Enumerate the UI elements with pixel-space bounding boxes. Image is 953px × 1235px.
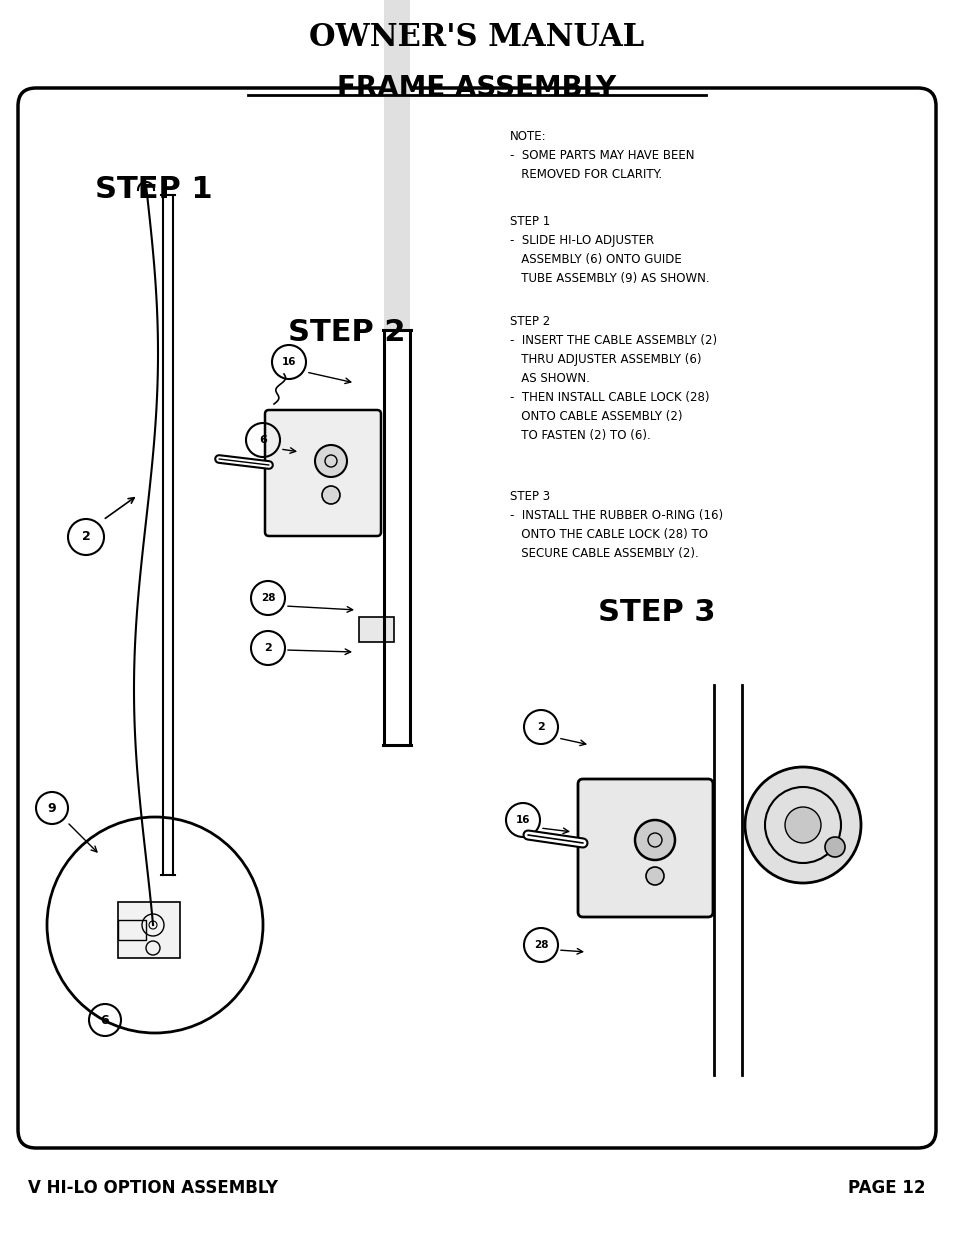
Text: STEP 1
-  SLIDE HI-LO ADJUSTER
   ASSEMBLY (6) ONTO GUIDE
   TUBE ASSEMBLY (9) A: STEP 1 - SLIDE HI-LO ADJUSTER ASSEMBLY (… [510, 215, 709, 285]
Bar [118, 902, 180, 958]
Text: 28: 28 [533, 940, 548, 950]
Text: 16: 16 [281, 357, 296, 367]
Text: PAGE 12: PAGE 12 [847, 1179, 925, 1197]
Text: 2: 2 [82, 531, 91, 543]
Bar [384, 0, 410, 330]
Bar [118, 920, 146, 940]
Text: OWNER'S MANUAL: OWNER'S MANUAL [309, 22, 644, 53]
Text: 6: 6 [259, 435, 267, 445]
Circle shape [645, 867, 663, 885]
Text: STEP 2
-  INSERT THE CABLE ASSEMBLY (2)
   THRU ADJUSTER ASSEMBLY (6)
   AS SHOW: STEP 2 - INSERT THE CABLE ASSEMBLY (2) T… [510, 315, 717, 442]
Text: 28: 28 [260, 593, 275, 603]
FancyBboxPatch shape [265, 410, 380, 536]
Text: STEP 3: STEP 3 [598, 598, 715, 627]
Circle shape [784, 806, 821, 844]
Text: STEP 1: STEP 1 [95, 175, 213, 204]
Text: FRAME ASSEMBLY: FRAME ASSEMBLY [337, 74, 616, 103]
Bar [358, 618, 394, 642]
Circle shape [314, 445, 347, 477]
Circle shape [824, 837, 844, 857]
Text: 9: 9 [48, 802, 56, 815]
Text: 2: 2 [537, 722, 544, 732]
Text: V HI-LO OPTION ASSEMBLY: V HI-LO OPTION ASSEMBLY [28, 1179, 277, 1197]
Text: NOTE:
-  SOME PARTS MAY HAVE BEEN
   REMOVED FOR CLARITY.: NOTE: - SOME PARTS MAY HAVE BEEN REMOVED… [510, 130, 694, 182]
Text: 2: 2 [264, 643, 272, 653]
Circle shape [635, 820, 675, 860]
Circle shape [744, 767, 861, 883]
Text: STEP 3
-  INSTALL THE RUBBER O-RING (16)
   ONTO THE CABLE LOCK (28) TO
   SECUR: STEP 3 - INSTALL THE RUBBER O-RING (16) … [510, 490, 722, 559]
Text: 6: 6 [101, 1014, 110, 1026]
Text: 16: 16 [516, 815, 530, 825]
FancyBboxPatch shape [578, 779, 712, 918]
FancyBboxPatch shape [18, 88, 935, 1149]
Circle shape [322, 487, 339, 504]
Text: STEP 2: STEP 2 [288, 317, 405, 347]
